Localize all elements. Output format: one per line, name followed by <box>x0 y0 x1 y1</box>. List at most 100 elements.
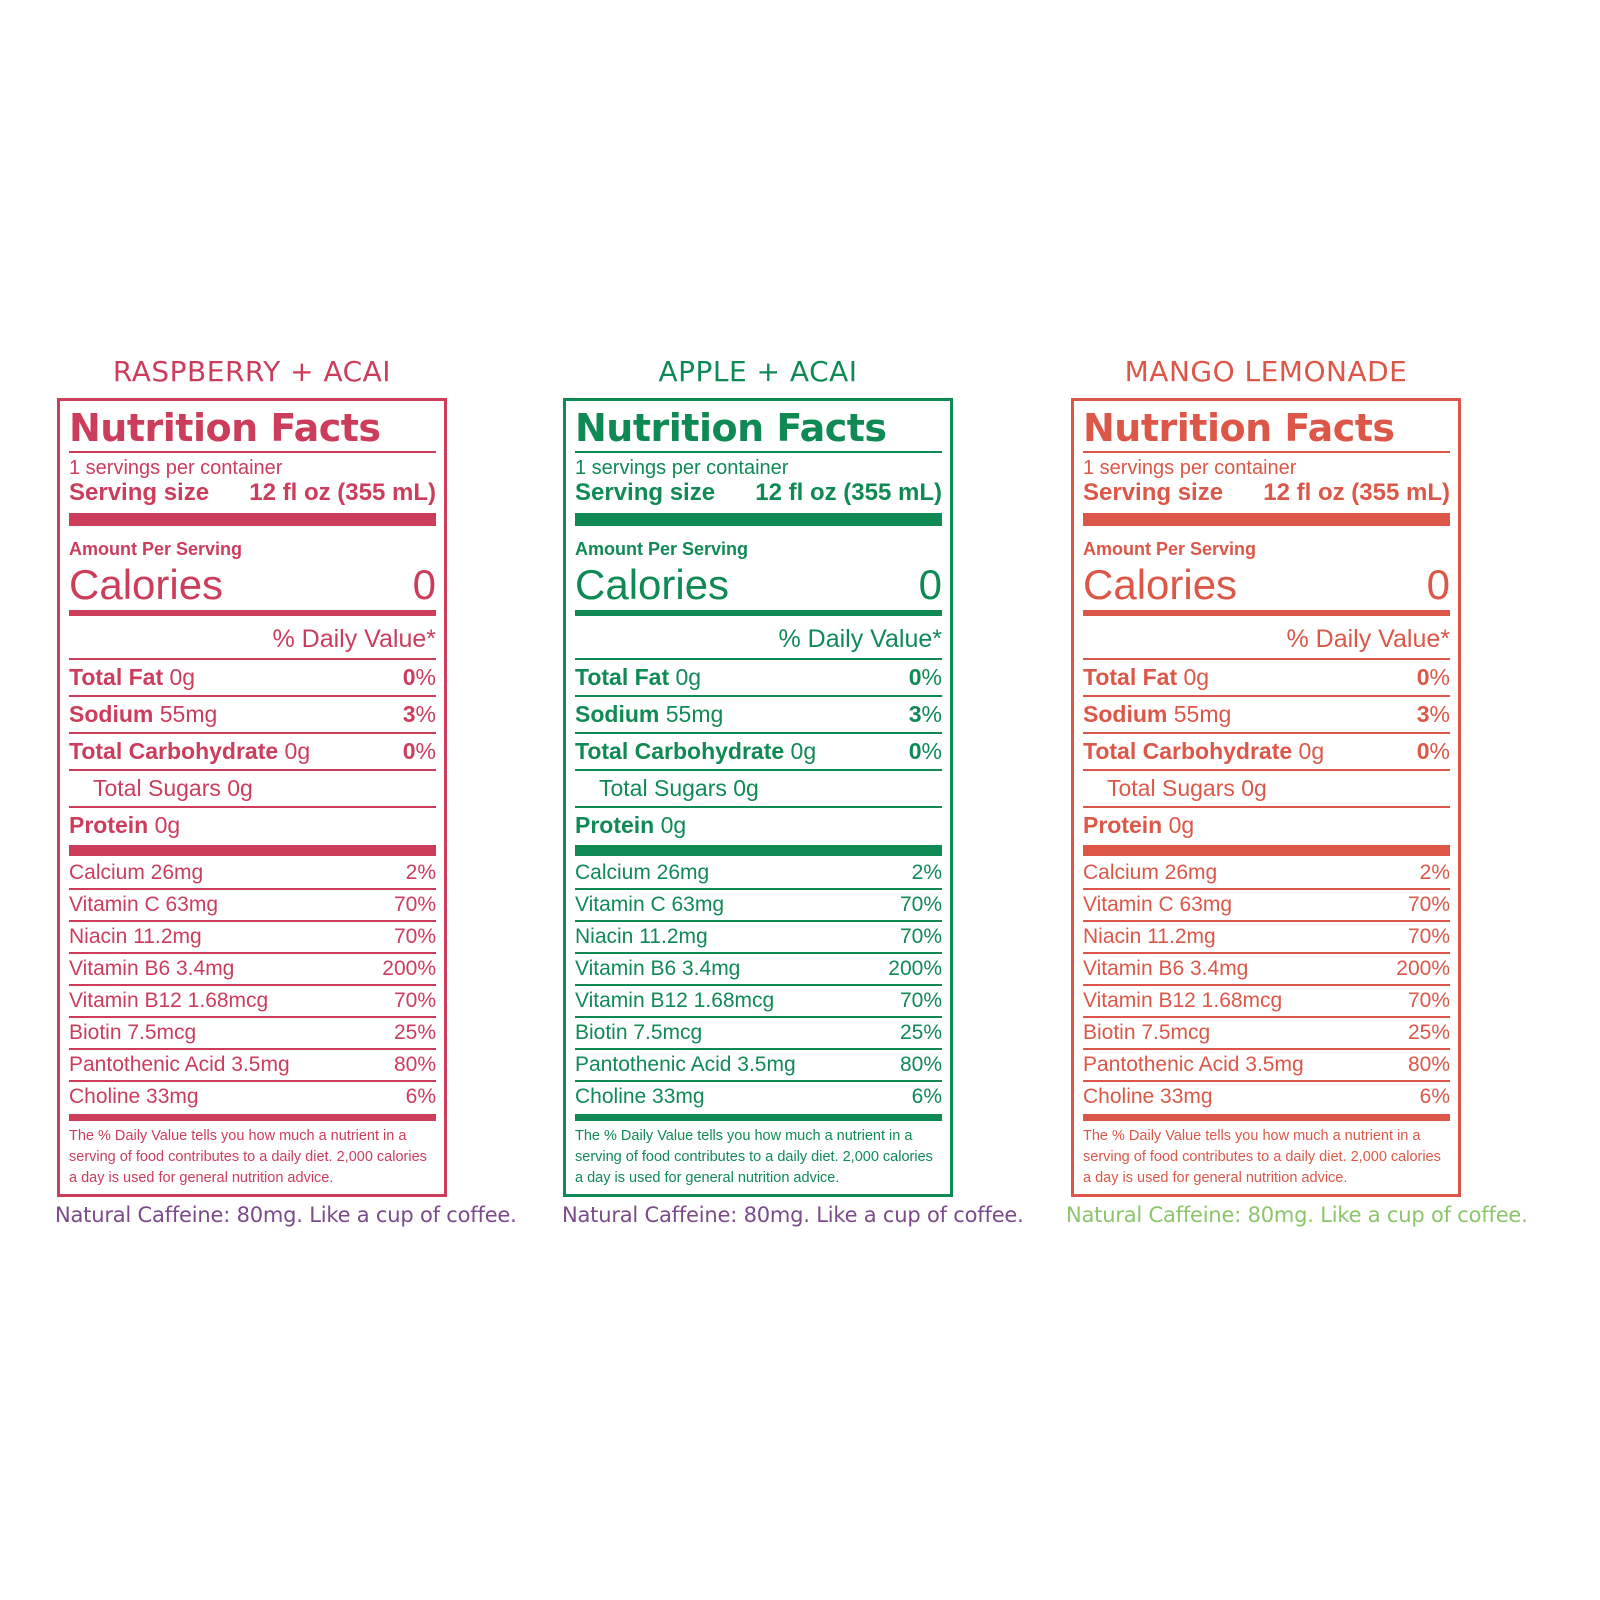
micronutrient-name: Biotin 7.5mcg <box>69 1021 197 1044</box>
nutrient-name: Total Fat 0g <box>1083 660 1209 695</box>
calories-row: Calories 0 <box>69 562 436 608</box>
nutrient-label: Total Fat <box>575 664 670 690</box>
daily-value-footnote: The % Daily Value tells you how much a n… <box>69 1128 427 1186</box>
micronutrient-row: Biotin 7.5mcg 25% <box>575 1018 942 1050</box>
percent-sign: % <box>1429 738 1450 764</box>
nutrient-label: Total Sugars 0g <box>93 775 253 801</box>
nutrient-label: Total Fat <box>1083 664 1178 690</box>
micronutrient-name: Pantothenic Acid 3.5mg <box>1083 1053 1304 1076</box>
micronutrient-row: Vitamin B12 1.68mcg 70% <box>575 986 942 1018</box>
micronutrient-percent: 200% <box>888 957 942 980</box>
micronutrient-name: Vitamin C 63mg <box>575 893 725 916</box>
nutrient-percent: 0% <box>909 734 942 769</box>
micronutrient-percent: 80% <box>899 1053 942 1076</box>
serving-size-value: 12 fl oz (355 mL) <box>755 479 942 506</box>
serving-size-row: Serving size 12 fl oz (355 mL) <box>1083 479 1450 507</box>
nutrient-name: Sodium 55mg <box>69 697 217 732</box>
micronutrient-row: Vitamin B12 1.68mcg 70% <box>1083 986 1450 1018</box>
micronutrient-row: Pantothenic Acid 3.5mg 80% <box>69 1050 436 1082</box>
micronutrient-name: Niacin 11.2mg <box>1083 925 1216 948</box>
nutrient-label: Total Sugars 0g <box>1107 775 1267 801</box>
nutrient-row: Protein 0g <box>575 808 942 843</box>
calories-value: 0 <box>918 561 942 608</box>
micronutrient-percent: 25% <box>393 1021 436 1044</box>
micronutrient-row: Niacin 11.2mg 70% <box>575 922 942 954</box>
micronutrient-percent: 70% <box>393 893 436 916</box>
percent-number: 3 <box>402 701 416 727</box>
nutrient-row: Total Sugars 0g <box>575 771 942 808</box>
daily-value-footnote: The % Daily Value tells you how much a n… <box>575 1128 933 1186</box>
nutrient-label: Total Carbohydrate <box>575 738 785 764</box>
thick-divider <box>69 513 436 526</box>
micronutrient-row: Calcium 26mg 2% <box>575 858 942 890</box>
serving-size-label: Serving size <box>1083 479 1224 506</box>
servings-per-container: 1 servings per container <box>69 457 283 479</box>
micronutrient-name: Biotin 7.5mcg <box>575 1021 703 1044</box>
nutrient-percent: 0% <box>1417 660 1450 695</box>
micronutrient-percent: 25% <box>1407 1021 1450 1044</box>
nutrient-row: Sodium 55mg 3% <box>69 697 436 734</box>
nutrient-percent: 3% <box>1417 697 1450 732</box>
nutrition-panel: RASPBERRY + ACAI Nutrition Facts 1 serving… <box>55 355 517 1227</box>
micronutrient-name: Vitamin B6 3.4mg <box>1083 957 1249 980</box>
nutrient-row: Sodium 55mg 3% <box>575 697 942 734</box>
medium-divider <box>1083 610 1450 616</box>
micronutrient-percent: 70% <box>393 989 436 1012</box>
micronutrient-percent: 70% <box>899 989 942 1012</box>
daily-value-footnote: The % Daily Value tells you how much a n… <box>1083 1128 1441 1186</box>
micronutrient-name: Calcium 26mg <box>575 861 710 884</box>
micronutrient-percent: 70% <box>1407 893 1450 916</box>
nutrition-facts-heading: Nutrition Facts <box>1083 407 1450 453</box>
thick-divider <box>1083 845 1450 856</box>
thick-divider <box>1083 513 1450 526</box>
nutrient-row: Protein 0g <box>69 808 436 843</box>
percent-number: 0 <box>402 738 416 764</box>
calories-row: Calories 0 <box>575 562 942 608</box>
micronutrient-percent: 80% <box>393 1053 436 1076</box>
serving-size-row: Serving size 12 fl oz (355 mL) <box>69 479 436 507</box>
micronutrient-row: Pantothenic Acid 3.5mg 80% <box>1083 1050 1450 1082</box>
calories-row: Calories 0 <box>1083 562 1450 608</box>
micronutrient-percent: 70% <box>899 893 942 916</box>
nutrient-name: Total Sugars 0g <box>575 771 759 806</box>
micronutrient-percent: 25% <box>899 1021 942 1044</box>
micronutrient-row: Choline 33mg 6% <box>1083 1082 1450 1112</box>
micronutrient-name: Vitamin C 63mg <box>69 893 219 916</box>
micronutrient-name: Choline 33mg <box>575 1085 705 1108</box>
nutrient-row: Total Sugars 0g <box>69 771 436 808</box>
nutrition-label: Nutrition Facts 1 servings per container S… <box>1071 398 1461 1197</box>
thick-divider <box>575 513 942 526</box>
nutrient-name: Sodium 55mg <box>1083 697 1231 732</box>
nutrient-row: Total Carbohydrate 0g 0% <box>69 734 436 771</box>
micronutrient-row: Choline 33mg 6% <box>575 1082 942 1112</box>
nutrient-row: Total Fat 0g 0% <box>69 660 436 697</box>
serving-size-row: Serving size 12 fl oz (355 mL) <box>575 479 942 507</box>
nutrient-percent: 0% <box>403 734 436 769</box>
thick-divider <box>575 845 942 856</box>
nutrient-row: Total Carbohydrate 0g 0% <box>1083 734 1450 771</box>
percent-sign: % <box>415 701 436 727</box>
nutrient-percent: 0% <box>1417 734 1450 769</box>
percent-number: 3 <box>1416 701 1430 727</box>
percent-number: 0 <box>1416 738 1430 764</box>
percent-number: 0 <box>1416 664 1430 690</box>
nutrient-row: Total Sugars 0g <box>1083 771 1450 808</box>
micronutrient-row: Vitamin B12 1.68mcg 70% <box>69 986 436 1018</box>
micronutrient-name: Choline 33mg <box>69 1085 199 1108</box>
percent-number: 0 <box>402 664 416 690</box>
micronutrient-name: Calcium 26mg <box>69 861 204 884</box>
micronutrient-name: Vitamin B12 1.68mcg <box>575 989 775 1012</box>
nutrient-row: Protein 0g <box>1083 808 1450 843</box>
nutrition-facts-heading: Nutrition Facts <box>69 407 436 453</box>
micronutrient-row: Calcium 26mg 2% <box>1083 858 1450 890</box>
micronutrient-percent: 70% <box>1407 925 1450 948</box>
nutrient-amount: 0g <box>284 738 311 764</box>
percent-sign: % <box>415 738 436 764</box>
micronutrient-percent: 200% <box>1396 957 1450 980</box>
micronutrient-row: Calcium 26mg 2% <box>69 858 436 890</box>
nutrient-label: Protein <box>1083 812 1163 838</box>
calories-value: 0 <box>1426 561 1450 608</box>
daily-value-header: % Daily Value* <box>1083 616 1450 660</box>
nutrient-amount: 0g <box>660 812 687 838</box>
daily-value-header: % Daily Value* <box>575 616 942 660</box>
